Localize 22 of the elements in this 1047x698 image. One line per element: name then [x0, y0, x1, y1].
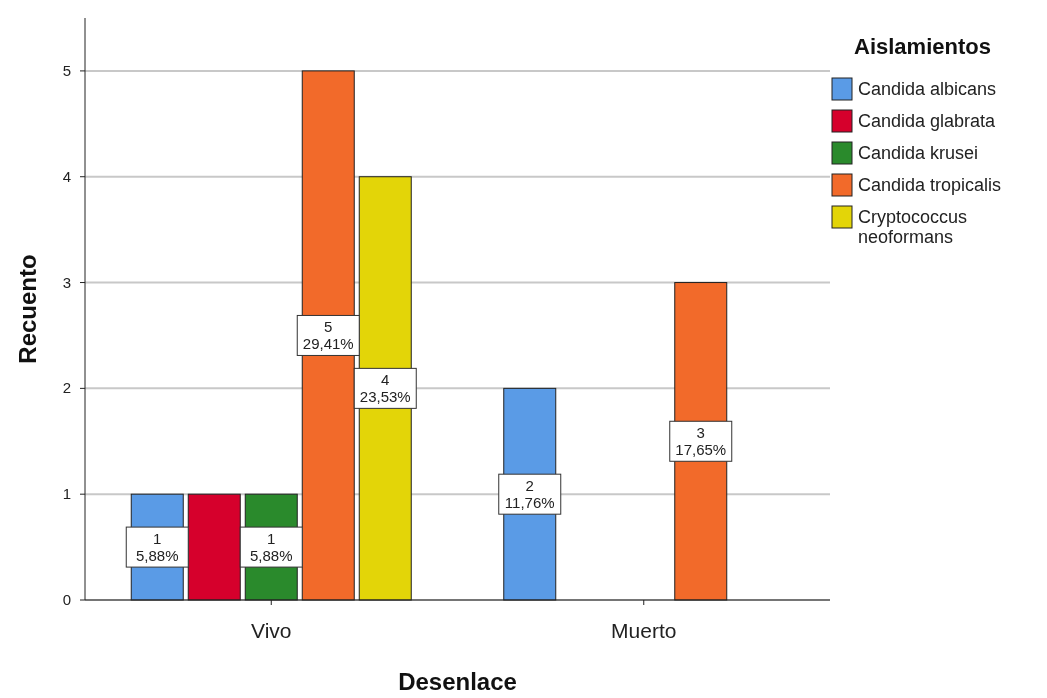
data-label: 1 5,88%	[249, 530, 293, 565]
legend-label: Candida tropicalis	[858, 175, 1002, 195]
y-tick-label: 4	[62, 167, 71, 185]
legend-label: Candida krusei	[858, 143, 979, 163]
y-tick-label: 2	[62, 379, 71, 397]
data-label: 2 11,76%	[504, 477, 555, 512]
y-tick-label: 5	[62, 61, 71, 79]
x-axis-title: Desenlace	[398, 668, 517, 695]
data-label: 1 5,88%	[135, 530, 179, 565]
y-axis-title: Recuento	[14, 254, 41, 364]
legend-title: Aislamientos	[854, 34, 991, 59]
y-tick-label: 3	[62, 273, 71, 291]
legend-label: Candida glabrata	[858, 111, 997, 131]
y-tick-label: 0	[62, 591, 71, 608]
x-tick-label: Muerto	[611, 619, 677, 642]
legend-label: Candida albicans	[858, 79, 997, 99]
data-label: 4 23,53%	[359, 371, 411, 406]
legend-label: Cryptococcus neoformans	[858, 207, 968, 247]
data-label: 3 17,65%	[675, 424, 727, 459]
x-tick-label: Vivo	[251, 619, 292, 642]
y-tick-label: 1	[62, 485, 71, 503]
data-label: 5 29,41%	[302, 318, 354, 353]
